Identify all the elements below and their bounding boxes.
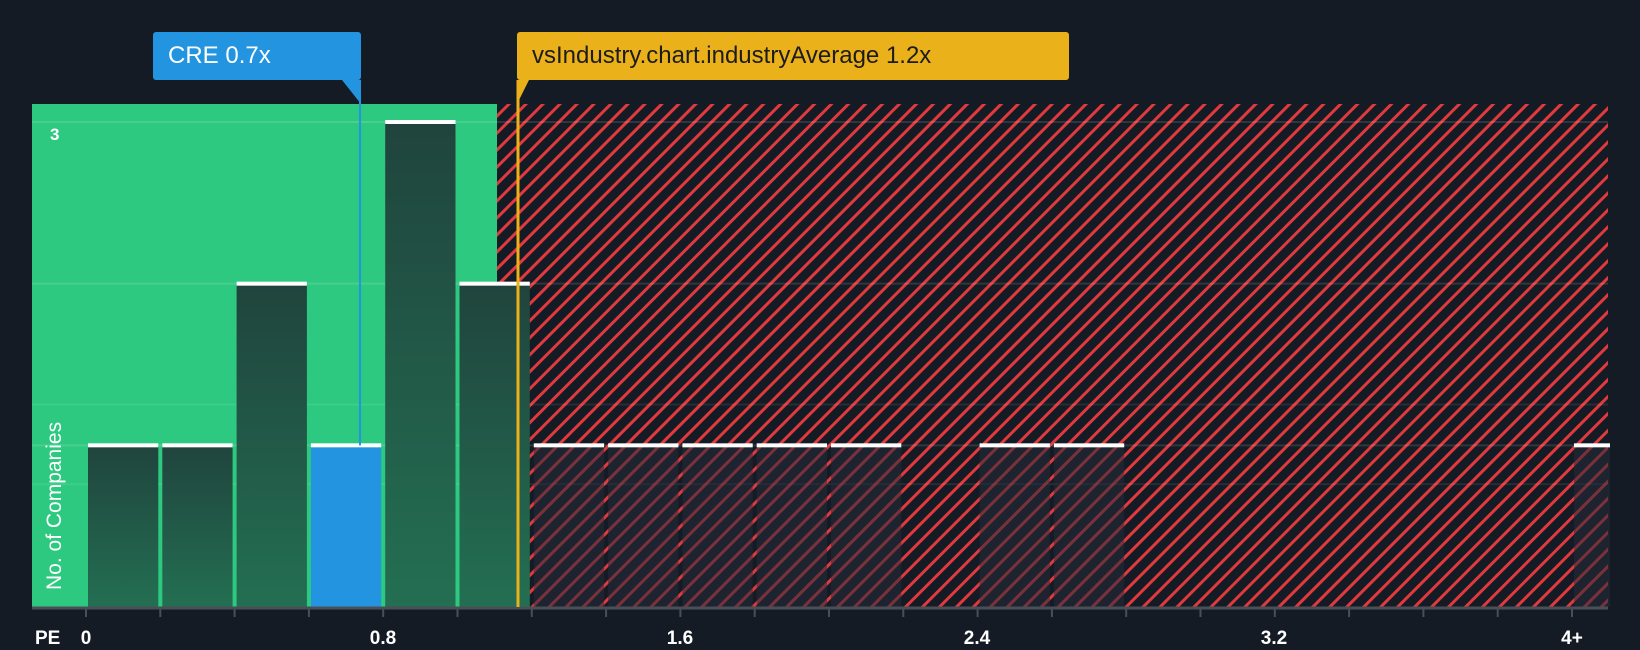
above-average-region (497, 104, 1608, 607)
histogram-bar (831, 445, 902, 607)
histogram-bar (310, 445, 382, 607)
histogram-bar (236, 283, 307, 607)
histogram-bar (1574, 445, 1610, 607)
bar-top-marker (608, 443, 679, 448)
bar-top-marker (682, 443, 753, 448)
x-tick-label: 0.8 (369, 628, 397, 649)
histogram-bar (979, 445, 1050, 607)
bar-top-marker (236, 281, 307, 286)
x-axis (32, 606, 1608, 617)
y-axis-title: No. of Companies (43, 421, 66, 590)
histogram-bar (682, 445, 753, 607)
bar-top-marker (88, 443, 159, 448)
histogram-bar (162, 445, 233, 607)
bar-top-marker (533, 443, 605, 448)
x-tick-label: 3.2 (1260, 628, 1288, 649)
x-tick-label: 1.6 (666, 628, 694, 649)
bar-top-marker (831, 443, 902, 448)
y-tick-label: 3 (50, 125, 60, 144)
histogram-bar (608, 445, 679, 607)
histogram-bar (385, 122, 456, 607)
x-tick-label: 0 (80, 628, 92, 649)
histogram-bar (88, 445, 159, 607)
industry-average-label: vsIndustry.chart.industryAverage 1.2x (517, 32, 1069, 80)
histogram-bar (756, 445, 827, 607)
x-tick-label: 2.4 (963, 628, 991, 649)
bar-top-marker (1053, 443, 1125, 448)
value-markers (342, 80, 529, 607)
x-tick-label: 4+ (1561, 628, 1583, 649)
bar-top-marker (385, 120, 456, 124)
bar-top-marker (162, 443, 233, 448)
bar-top-marker (1574, 443, 1610, 448)
bar-top-marker (979, 443, 1050, 448)
company-pe-label: CRE 0.7x (153, 32, 361, 80)
x-axis-title: PE (35, 628, 61, 649)
histogram-bar (533, 445, 605, 607)
bar-top-marker (310, 443, 382, 448)
bar-top-marker (459, 281, 530, 286)
histogram-bar (1053, 445, 1125, 607)
bar-top-marker (756, 443, 827, 448)
